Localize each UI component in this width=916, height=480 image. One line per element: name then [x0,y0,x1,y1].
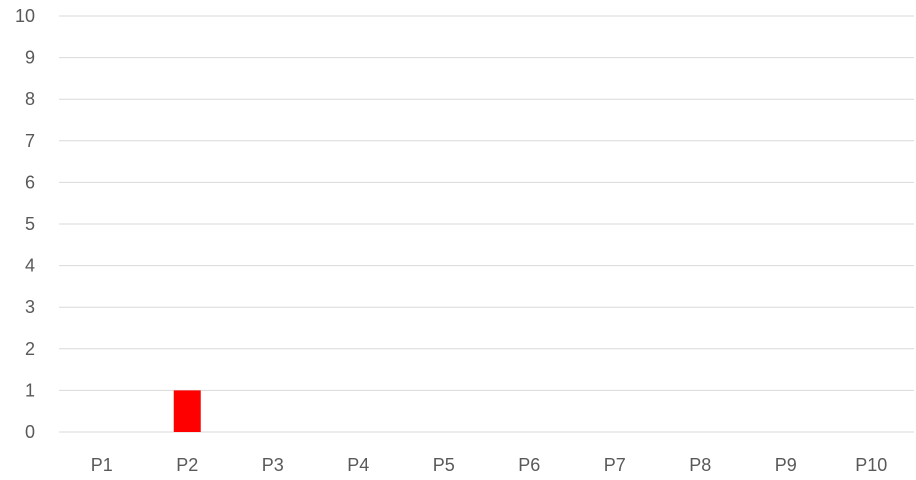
x-tick-label-p1: P1 [91,455,113,475]
x-tick-label-p8: P8 [689,455,711,475]
y-axis-tick-labels: 0 1 2 3 4 5 6 7 8 9 10 [15,6,35,442]
y-tick-label-2: 2 [25,339,35,359]
y-tick-label-10: 10 [15,6,35,26]
y-tick-label-4: 4 [25,256,35,276]
y-tick-label-5: 5 [25,214,35,234]
y-tick-label-6: 6 [25,172,35,192]
x-tick-label-p6: P6 [518,455,540,475]
x-tick-label-p10: P10 [855,455,887,475]
x-tick-label-p2: P2 [176,455,198,475]
y-tick-label-3: 3 [25,297,35,317]
y-tick-label-0: 0 [25,422,35,442]
gridlines [59,15,914,433]
x-tick-label-p7: P7 [604,455,626,475]
x-tick-label-p4: P4 [347,455,369,475]
x-axis-tick-labels: P1 P2 P3 P4 P5 P6 P7 P8 P9 P10 [91,455,888,475]
x-tick-label-p3: P3 [262,455,284,475]
x-tick-label-p9: P9 [775,455,797,475]
y-tick-label-8: 8 [25,89,35,109]
x-tick-label-p5: P5 [433,455,455,475]
y-tick-label-7: 7 [25,131,35,151]
y-tick-label-9: 9 [25,48,35,68]
bar-p2 [173,390,201,432]
bars [173,390,201,432]
y-tick-label-1: 1 [25,380,35,400]
